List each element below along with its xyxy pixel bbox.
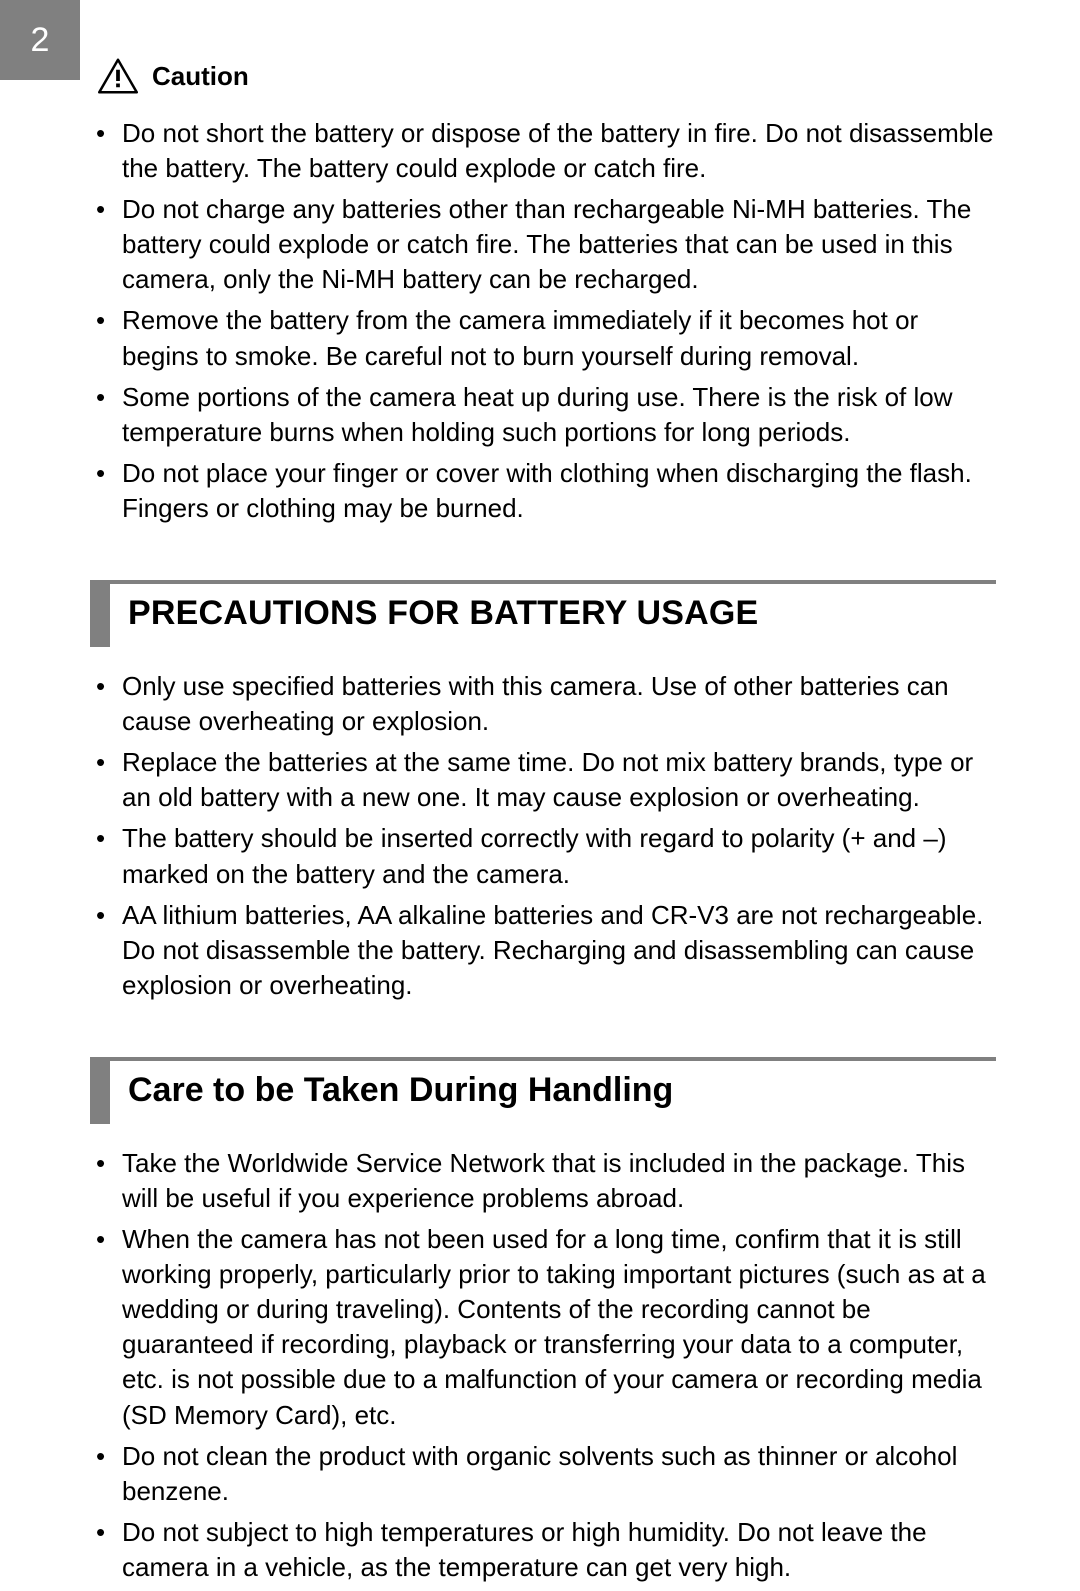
section-precautions-battery: PRECAUTIONS FOR BATTERY USAGE Only use s…: [90, 580, 996, 1003]
list-item: Take the Worldwide Service Network that …: [90, 1146, 996, 1216]
page-number-box: 2: [0, 0, 80, 80]
section-bar: [90, 1061, 110, 1124]
caution-label: Caution: [152, 61, 249, 92]
section-body: Take the Worldwide Service Network that …: [90, 1146, 996, 1585]
list-item: Remove the battery from the camera immed…: [90, 303, 996, 373]
caution-heading-row: Caution: [90, 58, 996, 94]
list-item: Replace the batteries at the same time. …: [90, 745, 996, 815]
list-item: Do not subject to high temperatures or h…: [90, 1515, 996, 1585]
list-item: AA lithium batteries, AA alkaline batter…: [90, 898, 996, 1003]
section-body: Only use specified batteries with this c…: [90, 669, 996, 1003]
list-item: When the camera has not been used for a …: [90, 1222, 996, 1433]
list-item: Do not charge any batteries other than r…: [90, 192, 996, 297]
handling-list: Take the Worldwide Service Network that …: [90, 1146, 996, 1585]
section-title: PRECAUTIONS FOR BATTERY USAGE: [110, 584, 758, 647]
document-page: 2 Caution Do not short the battery or di…: [0, 0, 1080, 1504]
warning-triangle-icon: [98, 58, 138, 94]
caution-list: Do not short the battery or dispose of t…: [90, 116, 996, 526]
list-item: Do not short the battery or dispose of t…: [90, 116, 996, 186]
section-header: PRECAUTIONS FOR BATTERY USAGE: [90, 584, 996, 647]
list-item: The battery should be inserted correctly…: [90, 821, 996, 891]
page-number: 2: [31, 21, 50, 60]
list-item: Do not clean the product with organic so…: [90, 1439, 996, 1509]
section-care-handling: Care to be Taken During Handling Take th…: [90, 1057, 996, 1585]
page-content: Caution Do not short the battery or disp…: [90, 58, 996, 1591]
list-item: Only use specified batteries with this c…: [90, 669, 996, 739]
section-header: Care to be Taken During Handling: [90, 1061, 996, 1124]
battery-list: Only use specified batteries with this c…: [90, 669, 996, 1003]
list-item: Some portions of the camera heat up duri…: [90, 380, 996, 450]
list-item: Do not place your finger or cover with c…: [90, 456, 996, 526]
section-bar: [90, 584, 110, 647]
section-title: Care to be Taken During Handling: [110, 1061, 673, 1124]
